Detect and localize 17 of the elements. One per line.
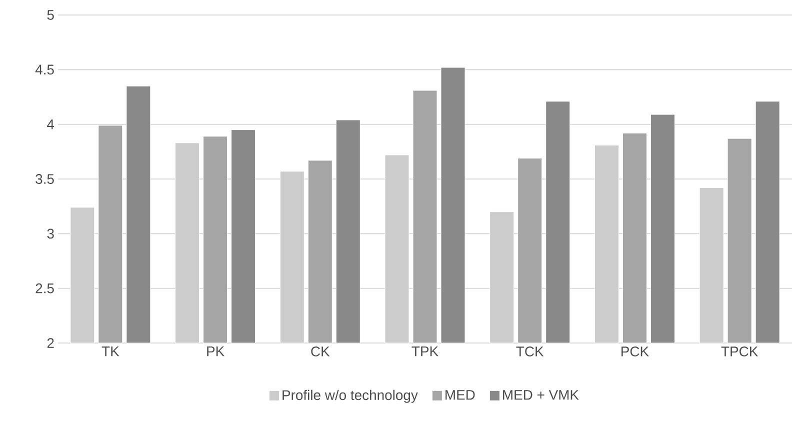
x-tick-label: TPK	[412, 346, 438, 356]
y-tick-label: 3	[47, 228, 54, 239]
legend-label: MED	[446, 390, 475, 400]
y-tick-label: 5	[47, 10, 54, 20]
y-tick-label: 3.5	[36, 174, 54, 184]
x-tick-label: TPCK	[721, 346, 758, 356]
y-tick-label: 2.5	[36, 283, 54, 294]
y-tick-label: 4.5	[35, 64, 54, 75]
legend-label: MED + VMK	[503, 390, 579, 400]
x-tick-label: TK	[102, 346, 120, 356]
x-tick-label: TCK	[516, 346, 544, 356]
x-tick-label: PK	[207, 346, 224, 356]
y-tick-label: 2	[47, 338, 54, 348]
y-tick-label: 4	[47, 120, 54, 130]
x-tick-label: CK	[311, 346, 330, 356]
legend-label: Profile w/o technology	[282, 390, 418, 403]
x-tick-label: PCK	[622, 346, 649, 356]
